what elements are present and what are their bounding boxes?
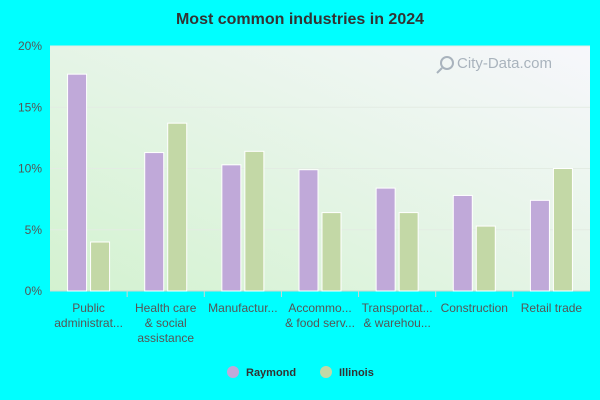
x-tick-label: & warehou... (363, 316, 430, 330)
chart-title: Most common industries in 2024 (176, 11, 424, 28)
x-tick-label: Health care (135, 301, 197, 315)
bar-raymond (144, 152, 165, 292)
bar-raymond (452, 194, 473, 292)
x-tick-label: & food serv... (285, 316, 355, 330)
bar-illinois (398, 212, 419, 292)
legend-swatch-illinois (320, 366, 332, 378)
x-tick-label: assistance (137, 331, 194, 345)
y-tick-label: 10% (18, 162, 42, 176)
x-tick-label: Retail trade (521, 301, 583, 315)
bar-raymond (298, 169, 319, 292)
y-tick-label: 0% (25, 284, 43, 298)
watermark-text: City-Data.com (457, 55, 552, 72)
x-tick-label: Accommo... (288, 301, 351, 315)
x-tick-label: administrat... (54, 316, 123, 330)
bar-raymond (221, 164, 242, 292)
legend-swatch-raymond (227, 366, 239, 378)
x-tick-label: & social (145, 316, 187, 330)
y-tick-label: 15% (18, 100, 42, 114)
x-tick-label: Public (72, 301, 105, 315)
bar-illinois (321, 212, 342, 292)
bar-raymond (529, 199, 550, 292)
bar-illinois (552, 168, 573, 292)
grid-lines (50, 45, 590, 231)
bars (67, 73, 573, 292)
bar-illinois (244, 150, 265, 292)
watermark-magnifier-icon (440, 56, 454, 70)
y-tick-label: 5% (25, 223, 43, 237)
x-tick-label: Construction (441, 301, 508, 315)
y-tick-label: 20% (18, 39, 42, 53)
legend: Raymond Illinois (227, 366, 374, 379)
bar-illinois (90, 241, 111, 292)
legend-label-raymond: Raymond (246, 367, 296, 379)
bar-raymond (375, 187, 396, 292)
bar-raymond (67, 73, 88, 292)
bar-illinois (475, 225, 496, 292)
watermark: City-Data.com (436, 55, 552, 74)
bar-illinois (167, 122, 188, 292)
x-tick-label: Manufactur... (208, 301, 277, 315)
x-tick-label: Transportat... (362, 301, 433, 315)
legend-label-illinois: Illinois (339, 367, 374, 379)
watermark-magnifier-handle (436, 67, 443, 74)
